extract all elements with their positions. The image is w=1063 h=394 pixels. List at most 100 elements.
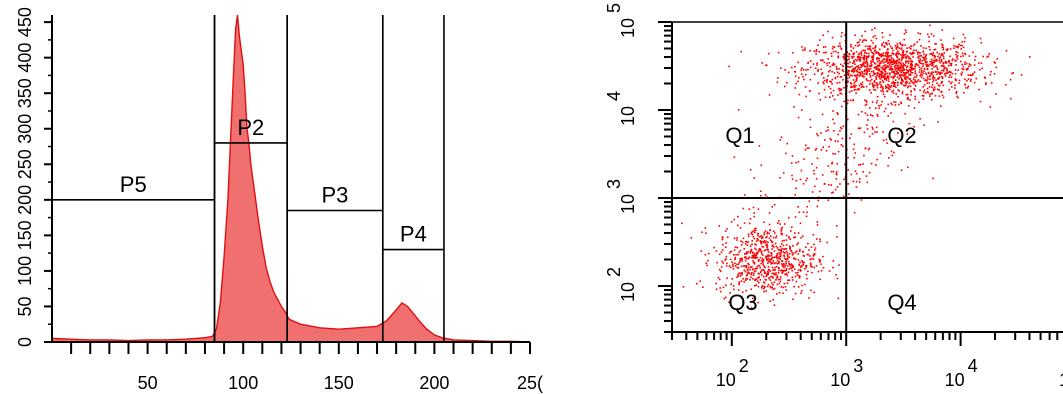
scatter-point	[728, 265, 731, 267]
scatter-point	[747, 268, 749, 271]
scatter-point	[905, 84, 907, 87]
scatter-point	[719, 290, 722, 293]
scatter-point	[886, 75, 889, 77]
scatter-point	[826, 62, 828, 64]
scatter-point	[773, 287, 776, 290]
scatter-point	[910, 90, 912, 93]
scatter-point	[929, 93, 931, 96]
scatter-point	[833, 72, 836, 74]
scatter-point	[990, 82, 993, 84]
scatter-point	[822, 59, 824, 61]
scatter-point	[819, 59, 822, 61]
scatter-point	[767, 262, 769, 264]
scatter-point	[868, 135, 871, 138]
scatter-point	[914, 95, 916, 98]
scatter-point	[962, 55, 964, 57]
scatter-point	[802, 211, 805, 213]
scatter-point	[751, 297, 754, 300]
scatter-point	[782, 264, 784, 266]
scatter-point	[752, 261, 755, 264]
scatter-point	[865, 58, 868, 61]
scatter-point	[824, 96, 827, 99]
scatter-point	[955, 64, 957, 66]
scatter-point	[799, 178, 802, 181]
scatter-point	[832, 95, 834, 97]
scatter-point	[779, 253, 781, 255]
scatter-point	[792, 245, 794, 247]
scatter-point	[804, 149, 807, 151]
scatter-point	[893, 71, 895, 73]
scatter-point	[867, 148, 870, 151]
scatter-point	[861, 41, 864, 43]
scatter-point	[816, 157, 819, 160]
scatter-point	[839, 88, 841, 90]
scatter-point	[908, 73, 910, 76]
scatter-point	[925, 53, 928, 56]
scatter-point	[753, 256, 756, 259]
scatter-point	[792, 298, 794, 301]
scatter-point	[791, 254, 794, 256]
scatter-point	[769, 279, 772, 281]
scatter-point	[930, 58, 933, 61]
scatter-point	[902, 64, 905, 67]
scatter-point	[752, 256, 755, 259]
y-tick-label: 10	[618, 282, 638, 302]
scatter-point	[795, 272, 797, 274]
scatter-point	[868, 68, 870, 70]
scatter-point	[706, 264, 708, 267]
scatter-point	[866, 64, 869, 67]
scatter-point	[893, 83, 896, 86]
scatter-point	[807, 61, 810, 64]
scatter-point	[902, 49, 905, 52]
scatter-point	[809, 66, 812, 69]
scatter-point	[854, 67, 856, 70]
scatter-point	[801, 290, 803, 292]
scatter-point	[927, 65, 929, 67]
scatter-point	[809, 118, 811, 121]
scatter-point	[795, 280, 798, 283]
scatter-point	[755, 254, 757, 257]
scatter-point	[828, 145, 830, 148]
scatter-point	[767, 268, 770, 271]
scatter-point	[840, 48, 843, 50]
scatter-point	[854, 63, 856, 65]
scatter-point	[884, 55, 887, 57]
scatter-point	[751, 256, 753, 259]
scatter-point	[771, 253, 773, 255]
scatter-point	[955, 91, 958, 93]
scatter-point	[802, 69, 805, 71]
scatter-point	[773, 272, 775, 275]
scatter-point	[831, 83, 833, 85]
scatter-point	[895, 48, 898, 50]
scatter-point	[765, 244, 767, 246]
scatter-point	[836, 186, 839, 188]
scatter-point	[932, 59, 935, 62]
scatter-point	[831, 78, 834, 81]
scatter-point	[922, 72, 925, 75]
scatter-point	[942, 55, 945, 58]
scatter-point	[802, 254, 805, 257]
scatter-point	[896, 52, 899, 55]
scatter-point	[939, 56, 941, 58]
scatter-point	[852, 79, 855, 81]
scatter-point	[841, 105, 843, 108]
scatter-point	[897, 64, 900, 67]
scatter-point	[793, 258, 795, 260]
scatter-point	[766, 235, 768, 238]
scatter-point	[908, 122, 911, 125]
scatter-point	[764, 194, 767, 196]
scatter-point	[781, 263, 783, 265]
scatter-point	[803, 158, 805, 160]
scatter-point	[753, 301, 755, 303]
scatter-point	[1029, 56, 1031, 58]
scatter-point	[808, 249, 810, 251]
scatter-point	[749, 279, 751, 281]
scatter-point	[787, 216, 790, 219]
scatter-point	[954, 78, 957, 80]
scatter-point	[783, 248, 785, 250]
scatter-point	[737, 275, 740, 277]
scatter-point	[802, 75, 804, 78]
scatter-point	[766, 244, 768, 246]
scatter-point	[861, 74, 864, 77]
scatter-point	[760, 270, 762, 273]
